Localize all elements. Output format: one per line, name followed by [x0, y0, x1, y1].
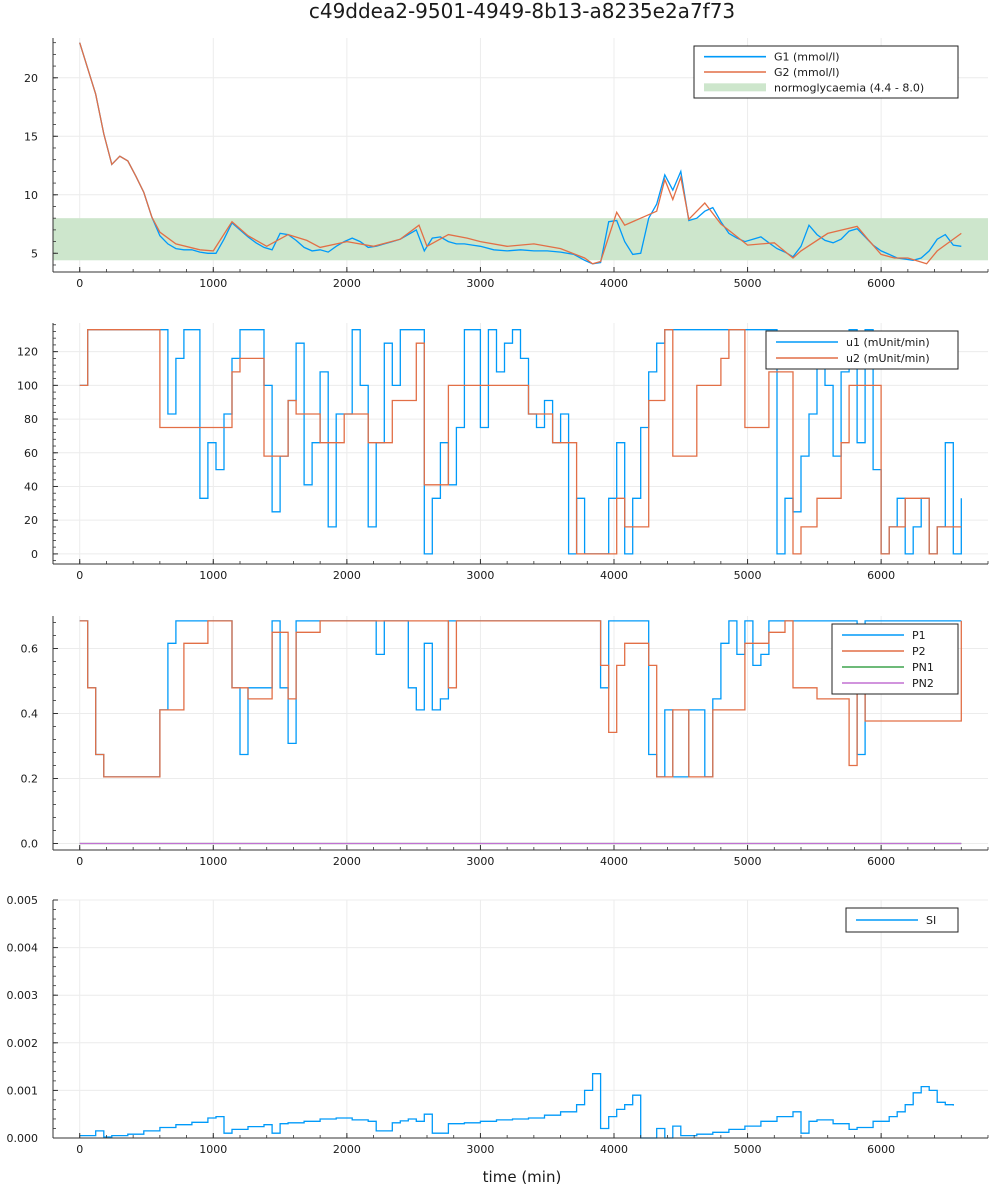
y-tick-label: 60 — [24, 447, 38, 460]
y-tick-label: 0.0 — [21, 838, 39, 851]
x-tick-label: 5000 — [734, 277, 762, 290]
y-tick-label: 0.2 — [21, 773, 39, 786]
x-tick-label: 2000 — [333, 855, 361, 868]
legend-label: u2 (mUnit/min) — [846, 352, 930, 365]
y-tick-label: 100 — [17, 379, 38, 392]
x-tick-label: 5000 — [734, 1143, 762, 1156]
y-tick-label: 0.4 — [21, 708, 39, 721]
y-tick-label: 0 — [31, 548, 38, 561]
x-tick-label: 4000 — [600, 569, 628, 582]
legend-label: normoglycaemia (4.4 - 8.0) — [774, 81, 924, 94]
x-tick-label: 1000 — [199, 569, 227, 582]
x-tick-label: 4000 — [600, 277, 628, 290]
legend-item: PN2 — [842, 677, 934, 690]
legend: SI — [845, 907, 959, 933]
y-tick-label: 20 — [24, 72, 38, 85]
y-tick-label: 0.005 — [7, 894, 39, 907]
legend-item: P1 — [842, 629, 926, 642]
x-tick-label: 6000 — [867, 855, 895, 868]
x-tick-label: 1000 — [199, 855, 227, 868]
y-tick-label: 0.003 — [7, 989, 39, 1002]
x-tick-label: 5000 — [734, 855, 762, 868]
x-tick-label: 4000 — [600, 1143, 628, 1156]
chart-panel-4: 0 1000 2000 3000 4000 5000 6000 0.000 0.001 0.002… — [7, 894, 989, 1156]
x-tick-label: 3000 — [466, 569, 494, 582]
y-tick-label: 10 — [24, 189, 38, 202]
x-tick-label: 6000 — [867, 277, 895, 290]
y-tick-label: 0.004 — [7, 942, 39, 955]
legend-item: G2 (mmol/l) — [704, 66, 840, 79]
y-tick-label: 0.000 — [7, 1132, 39, 1145]
x-axis-label: time (min) — [483, 1168, 562, 1186]
legend-item: P2 — [842, 645, 926, 658]
series-line-p2 — [79, 620, 962, 778]
legend: G1 (mmol/l) G2 (mmol/l) normoglycaemia (4.… — [693, 45, 959, 99]
series-line-u2 — [79, 329, 962, 555]
y-tick-label: 80 — [24, 413, 38, 426]
y-tick-label: 0.001 — [7, 1084, 39, 1097]
chart-panel-1: 0 1000 2000 3000 4000 5000 6000 5 10 15 20 G1 (mmol… — [24, 38, 989, 290]
legend-label: u1 (mUnit/min) — [846, 336, 930, 349]
y-tick-label: 40 — [24, 480, 38, 493]
y-tick-label: 0.002 — [7, 1037, 39, 1050]
x-tick-label: 0 — [76, 277, 83, 290]
y-tick-label: 5 — [31, 247, 38, 260]
legend: u1 (mUnit/min) u2 (mUnit/min) — [765, 330, 959, 370]
legend-swatch — [704, 83, 766, 92]
normoglycaemia-band — [53, 218, 988, 261]
series-line-si — [79, 1073, 954, 1139]
legend-item: SI — [856, 914, 936, 927]
x-tick-label: 3000 — [466, 277, 494, 290]
chart-panel-3: 0 1000 2000 3000 4000 5000 60000.00.20.40.6P1P… — [21, 616, 989, 868]
x-tick-label: 5000 — [734, 569, 762, 582]
x-tick-label: 1000 — [199, 1143, 227, 1156]
legend-item: u1 (mUnit/min) — [776, 336, 930, 349]
x-tick-label: 4000 — [600, 855, 628, 868]
legend-label: PN1 — [912, 661, 934, 674]
y-tick-label: 15 — [24, 130, 38, 143]
x-tick-label: 2000 — [333, 277, 361, 290]
legend-label: PN2 — [912, 677, 934, 690]
legend-label: SI — [926, 914, 936, 927]
x-tick-label: 1000 — [199, 277, 227, 290]
y-tick-label: 120 — [17, 346, 38, 359]
grid — [53, 899, 988, 1139]
x-tick-label: 2000 — [333, 1143, 361, 1156]
legend-item: normoglycaemia (4.4 - 8.0) — [704, 81, 924, 94]
x-tick-label: 0 — [76, 569, 83, 582]
legend-item: G1 (mmol/l) — [704, 51, 840, 64]
figure-title: c49ddea2-9501-4949-8b13-a8235e2a7f73 — [309, 0, 735, 23]
legend-label: G2 (mmol/l) — [774, 66, 840, 79]
x-tick-label: 2000 — [333, 569, 361, 582]
y-tick-label: 20 — [24, 514, 38, 527]
legend: P1 P2 PN1 PN2 — [831, 623, 959, 695]
legend-label: G1 (mmol/l) — [774, 51, 840, 64]
chart-panel-2: 0 1000 2000 3000 4000 5000 6000 0 20 40 60 80 100 120… — [17, 323, 989, 582]
x-tick-label: 0 — [76, 855, 83, 868]
y-tick-label: 0.6 — [21, 643, 39, 656]
series-line-g2 — [79, 42, 962, 265]
legend-item: PN1 — [842, 661, 934, 674]
x-tick-label: 6000 — [867, 569, 895, 582]
x-tick-label: 6000 — [867, 1143, 895, 1156]
x-tick-label: 0 — [76, 1143, 83, 1156]
x-tick-label: 3000 — [466, 1143, 494, 1156]
legend-item: u2 (mUnit/min) — [776, 352, 930, 365]
x-tick-label: 3000 — [466, 855, 494, 868]
legend-label: P1 — [912, 629, 926, 642]
series-line-g1 — [79, 42, 962, 265]
legend-label: P2 — [912, 645, 926, 658]
